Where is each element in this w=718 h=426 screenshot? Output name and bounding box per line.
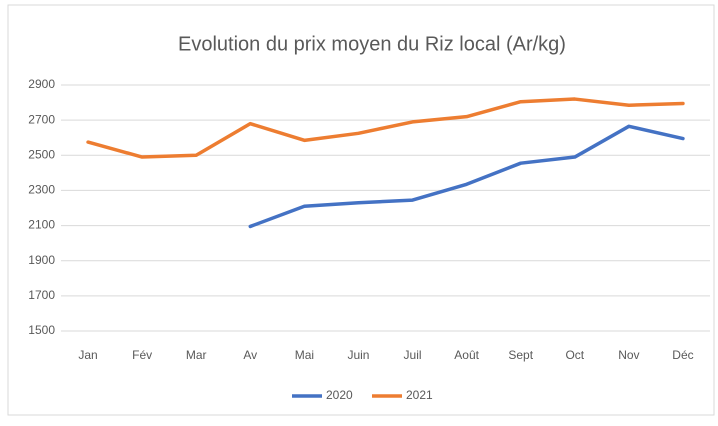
- x-tick-label: Jan: [78, 348, 97, 362]
- y-tick-label: 2500: [28, 147, 55, 161]
- x-tick-label: Mai: [295, 348, 314, 362]
- x-tick-label: Juil: [404, 348, 422, 362]
- x-tick-label: Sept: [508, 348, 533, 362]
- x-tick-label: Oct: [565, 348, 584, 362]
- y-tick-label: 2900: [28, 77, 55, 91]
- series-line: [248, 124, 685, 229]
- y-tick-label: 2700: [28, 112, 55, 126]
- y-tick-label: 2100: [28, 218, 55, 232]
- y-tick-label: 1500: [28, 323, 55, 337]
- chart-title: Evolution du prix moyen du Riz local (Ar…: [178, 33, 566, 55]
- y-tick-label: 1700: [28, 288, 55, 302]
- legend-label: 2021: [406, 388, 433, 402]
- y-tick-label: 1900: [28, 253, 55, 267]
- x-tick-label: Août: [454, 348, 479, 362]
- x-tick-label: Juin: [347, 348, 369, 362]
- legend-label: 2020: [326, 388, 353, 402]
- x-tick-label: Av: [243, 348, 257, 362]
- y-tick-label: 2300: [28, 183, 55, 197]
- x-tick-label: Fév: [132, 348, 152, 362]
- x-tick-label: Déc: [672, 348, 693, 362]
- series-line: [86, 97, 685, 159]
- x-tick-label: Mar: [186, 348, 207, 362]
- x-tick-label: Nov: [618, 348, 639, 362]
- chart-border: [7, 4, 715, 416]
